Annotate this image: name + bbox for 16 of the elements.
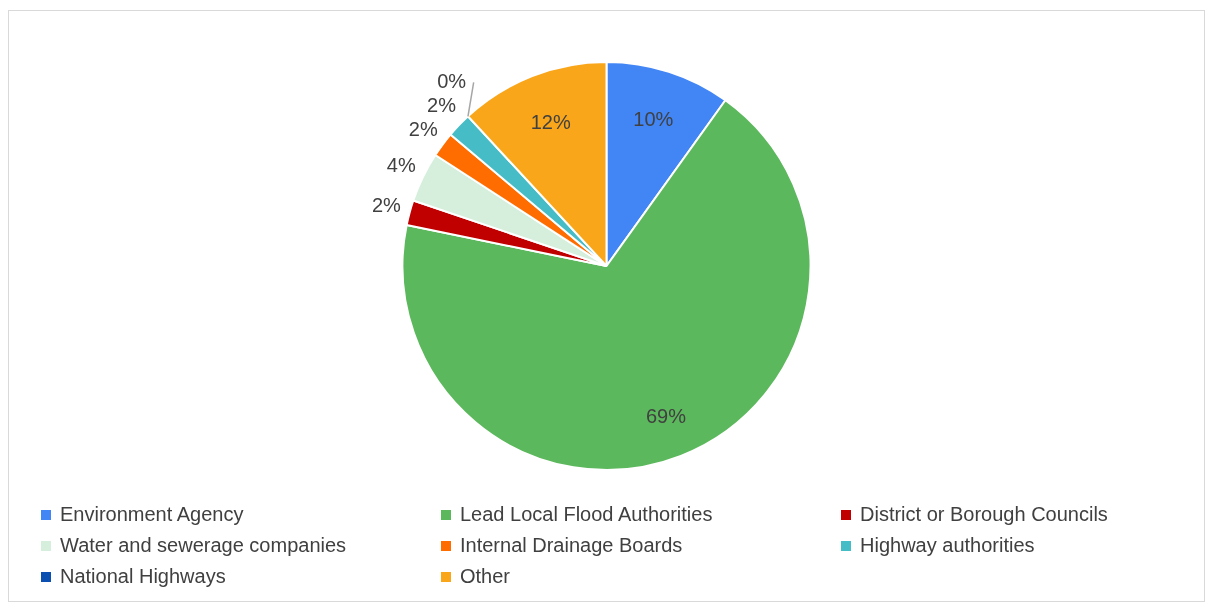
data-label: 2% <box>427 93 457 116</box>
legend-label: Other <box>460 565 511 588</box>
data-label: 2% <box>371 193 402 216</box>
legend-label: District or Borough Councils <box>860 503 1108 526</box>
text: 0% <box>437 69 467 92</box>
legend-label: Internal Drainage Boards <box>460 534 683 557</box>
legend-label: Water and sewerage companies <box>60 534 347 557</box>
data-label: 10% <box>633 107 674 130</box>
legend-label: Lead Local Flood Authorities <box>460 503 713 526</box>
data-label: 69% <box>646 405 687 428</box>
data-label: 4% <box>386 154 416 177</box>
legend-label: Highway authorities <box>860 534 1035 557</box>
data-label: 12% <box>530 111 571 134</box>
legend-label: Environment Agency <box>60 503 244 526</box>
data-label: 2% <box>408 117 438 140</box>
legend-label: National Highways <box>60 565 226 588</box>
